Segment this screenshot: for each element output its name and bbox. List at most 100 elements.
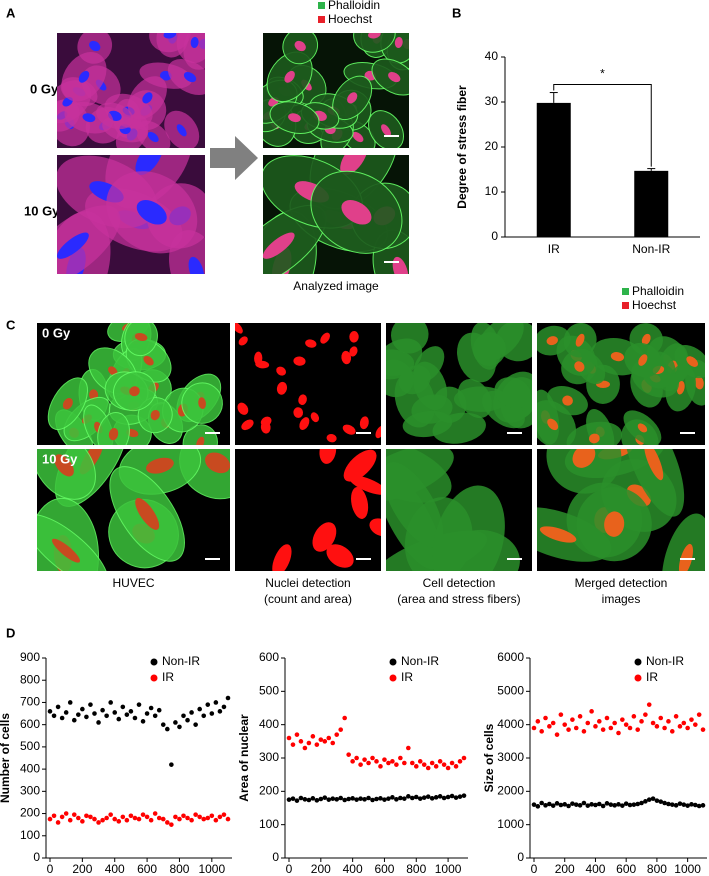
point	[445, 794, 451, 800]
nucleus	[340, 155, 368, 176]
cell	[432, 485, 505, 571]
point	[566, 727, 571, 732]
point	[318, 737, 324, 742]
nucleus	[343, 449, 377, 482]
y-tick-label: 30	[485, 94, 499, 108]
nucleus	[641, 333, 651, 345]
x-tick-label: 200	[311, 862, 331, 876]
x-tick-label: 600	[137, 862, 157, 876]
nucleus	[150, 409, 160, 421]
nucleus	[51, 538, 81, 563]
point	[433, 795, 439, 800]
point	[209, 813, 215, 819]
point	[433, 764, 439, 769]
point	[558, 712, 564, 717]
legend-label: IR	[646, 670, 658, 684]
y-tick-label: 600	[20, 717, 40, 731]
point	[334, 797, 340, 802]
point	[650, 796, 656, 801]
point	[362, 757, 367, 762]
point	[128, 709, 134, 714]
panel-label: A	[6, 5, 16, 20]
nucleus	[381, 124, 391, 137]
point	[193, 812, 198, 817]
point	[100, 707, 105, 713]
point	[350, 759, 355, 764]
y-tick-label: 3000	[497, 750, 524, 764]
point	[140, 719, 146, 724]
point	[71, 717, 77, 723]
nucleus	[375, 425, 381, 439]
legend-label: Non-IR	[401, 654, 439, 668]
point	[417, 759, 423, 764]
y-tick-label: 100	[20, 828, 40, 842]
point	[562, 802, 568, 807]
y-tick-label: 1000	[497, 817, 524, 831]
nucleus	[276, 366, 287, 376]
x-tick-label: 800	[406, 862, 426, 876]
point	[673, 803, 679, 808]
point	[406, 794, 411, 799]
point	[449, 793, 455, 799]
nucleus	[388, 72, 401, 83]
point	[326, 797, 332, 802]
point	[398, 755, 403, 761]
point	[140, 812, 146, 817]
point	[124, 817, 130, 823]
point	[120, 814, 126, 820]
panel-label: C	[6, 317, 16, 332]
point	[535, 719, 541, 724]
y-axis-label: Area of nuclear	[237, 714, 251, 802]
micrograph	[537, 323, 705, 445]
nucleus	[298, 394, 307, 406]
point	[673, 714, 679, 719]
nucleus	[686, 356, 698, 367]
legend-label: Non-IR	[646, 654, 684, 668]
x-tick-label: Non-IR	[632, 242, 670, 256]
row-label: 10 Gy	[42, 451, 78, 466]
point	[623, 801, 629, 806]
point	[76, 712, 81, 717]
point	[662, 725, 667, 731]
point	[374, 759, 379, 764]
point	[386, 760, 391, 766]
y-tick-label: 10	[485, 184, 499, 198]
y-tick-label: 500	[20, 739, 40, 753]
point	[374, 796, 379, 802]
point	[600, 727, 606, 732]
point	[366, 795, 371, 801]
row-label: 10 Gy	[24, 203, 60, 218]
point	[108, 700, 113, 705]
nucleus	[293, 356, 306, 366]
point	[80, 706, 85, 712]
point	[398, 795, 403, 801]
point	[593, 802, 598, 808]
point	[457, 759, 463, 764]
nucleus	[129, 386, 140, 397]
micrograph	[235, 449, 381, 571]
nucleus	[135, 155, 163, 176]
nucleus	[235, 323, 243, 334]
nucleus	[349, 346, 358, 357]
point	[205, 702, 211, 707]
point	[326, 735, 332, 741]
point	[108, 812, 113, 817]
point	[88, 702, 93, 707]
nucleus	[190, 36, 199, 48]
y-tick-label: 200	[259, 784, 279, 798]
point	[185, 717, 190, 723]
nucleus	[238, 336, 248, 346]
nucleus	[320, 332, 330, 344]
nucleus	[241, 419, 254, 431]
point	[88, 814, 93, 820]
nucleus	[276, 381, 288, 395]
point	[441, 762, 447, 767]
legend-swatch	[622, 302, 629, 309]
y-tick-label: 400	[259, 717, 279, 731]
point	[116, 819, 122, 824]
point	[635, 801, 641, 807]
point	[128, 813, 134, 819]
point	[84, 813, 89, 819]
point	[608, 725, 614, 731]
point	[700, 803, 706, 808]
